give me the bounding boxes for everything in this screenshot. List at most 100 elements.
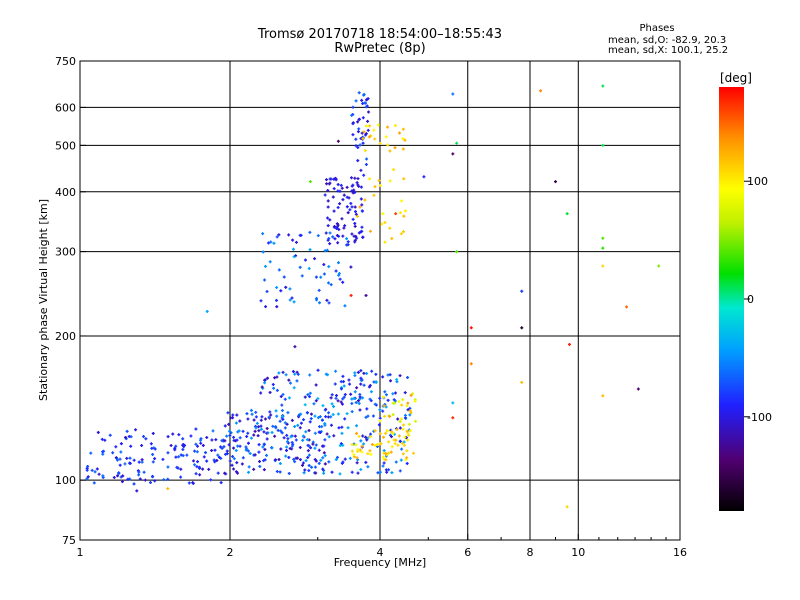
data-point xyxy=(382,414,386,418)
data-point xyxy=(360,225,364,229)
data-point xyxy=(331,195,335,199)
data-point xyxy=(313,431,317,435)
data-point xyxy=(305,411,309,415)
data-point xyxy=(341,234,345,238)
data-point xyxy=(357,127,361,131)
data-point xyxy=(216,471,220,475)
data-point xyxy=(337,273,341,277)
data-point xyxy=(225,434,229,438)
data-point xyxy=(320,418,324,422)
data-point xyxy=(406,401,410,405)
data-point xyxy=(227,429,231,433)
data-point xyxy=(401,147,405,151)
data-point xyxy=(151,452,155,456)
data-point xyxy=(327,411,331,415)
data-point xyxy=(601,264,605,268)
data-point xyxy=(268,410,272,414)
data-point xyxy=(223,439,227,443)
data-point xyxy=(225,452,229,456)
data-point xyxy=(359,168,363,172)
data-point xyxy=(375,443,379,447)
data-point xyxy=(86,475,90,479)
data-point xyxy=(402,423,406,427)
data-point xyxy=(374,372,378,376)
phase-o-stats: mean, sd,O: -82.9, 20.3 xyxy=(608,35,727,46)
data-point xyxy=(281,414,285,418)
data-point xyxy=(391,431,395,435)
data-point xyxy=(358,408,362,412)
data-point xyxy=(336,261,340,265)
data-point xyxy=(298,458,302,462)
data-point xyxy=(406,376,410,380)
data-point xyxy=(368,397,372,401)
data-point xyxy=(277,268,281,272)
data-point xyxy=(657,264,661,268)
data-point xyxy=(368,177,372,181)
data-point xyxy=(396,417,400,421)
data-point xyxy=(246,441,250,445)
data-point xyxy=(382,404,386,408)
data-point xyxy=(116,458,120,462)
data-point xyxy=(366,119,370,123)
data-point xyxy=(393,146,397,150)
data-point xyxy=(125,456,129,460)
data-point xyxy=(329,283,333,287)
data-point xyxy=(362,92,366,96)
data-point xyxy=(142,435,146,438)
data-point xyxy=(360,203,364,207)
data-point xyxy=(266,431,270,435)
data-point xyxy=(96,430,100,434)
y-tick-label: 100 xyxy=(55,474,76,487)
data-point xyxy=(304,430,308,434)
data-point xyxy=(355,461,359,465)
data-point xyxy=(388,373,392,377)
data-point xyxy=(282,275,286,279)
data-point xyxy=(153,447,157,451)
data-point xyxy=(327,301,331,305)
data-point xyxy=(302,471,306,475)
data-point xyxy=(339,387,343,391)
data-point xyxy=(162,478,166,482)
data-point xyxy=(323,193,327,197)
data-point xyxy=(320,425,324,429)
data-point xyxy=(137,460,141,464)
data-point xyxy=(355,386,359,390)
data-point xyxy=(246,449,250,453)
data-point xyxy=(166,435,170,439)
data-point xyxy=(205,459,209,463)
data-point xyxy=(332,405,336,409)
grid-lines xyxy=(80,61,680,540)
data-point xyxy=(92,481,96,485)
data-point xyxy=(354,144,358,148)
data-point xyxy=(308,248,312,252)
colorbar-ticks: 100 0 -100 xyxy=(744,175,772,424)
data-point xyxy=(368,435,372,439)
data-point xyxy=(268,390,272,394)
y-tick-label: 75 xyxy=(62,534,76,547)
y-tick-label: 600 xyxy=(55,101,76,114)
data-point xyxy=(386,451,390,455)
data-point xyxy=(257,443,261,447)
data-point xyxy=(371,414,375,418)
data-point xyxy=(384,405,388,409)
data-point xyxy=(143,478,147,482)
data-point xyxy=(207,467,211,471)
data-point xyxy=(365,407,369,411)
data-point xyxy=(342,193,346,197)
data-point xyxy=(288,447,292,451)
data-point xyxy=(341,280,345,284)
data-point xyxy=(601,236,605,240)
data-point xyxy=(351,121,355,125)
data-point xyxy=(245,412,249,416)
data-point xyxy=(406,408,410,412)
data-point xyxy=(367,385,371,389)
data-point xyxy=(403,413,407,417)
data-point xyxy=(355,456,359,460)
data-point xyxy=(305,438,309,442)
data-point xyxy=(193,463,197,467)
data-point xyxy=(231,413,235,417)
data-point xyxy=(382,461,386,465)
data-point xyxy=(381,212,385,216)
data-point xyxy=(279,394,283,398)
data-point xyxy=(520,380,524,384)
